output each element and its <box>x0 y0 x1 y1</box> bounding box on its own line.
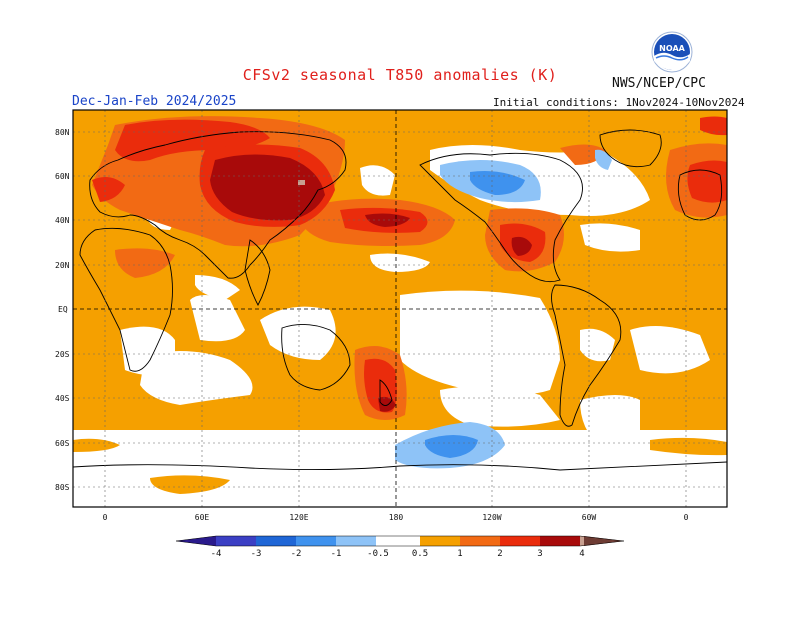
colorbar-label-p3: 3 <box>537 549 542 559</box>
lat-label-40s: 40S <box>55 394 70 403</box>
logo-text: NOAA <box>659 44 685 53</box>
colorbar-label-p4: 4 <box>579 549 584 559</box>
lat-label-80s: 80S <box>55 483 70 492</box>
season-label: Dec-Jan-Feb 2024/2025 <box>72 94 237 109</box>
colorbar-label-minus1: -1 <box>331 549 342 559</box>
cold-anomalies <box>395 149 612 469</box>
lat-label-60n: 60N <box>55 172 70 181</box>
lat-label-20n: 20N <box>55 261 70 270</box>
colorbar-swatch-p2 <box>500 536 540 546</box>
colorbar-swatch-minus3 <box>256 536 296 546</box>
coastlines <box>73 129 727 471</box>
initial-conditions-label: Initial conditions: 1Nov2024-10Nov2024 <box>493 96 745 109</box>
lon-label-0-east: 0 <box>684 513 689 522</box>
lat-label-40n: 40N <box>55 216 70 225</box>
southern-warm-streaks <box>73 437 727 494</box>
colorbar-label-minus3: -3 <box>251 549 262 559</box>
lat-label-20s: 20S <box>55 350 70 359</box>
colorbar-swatch-minus2 <box>296 536 336 546</box>
colorbar-swatch-p1 <box>460 536 500 546</box>
lon-label-60w: 60W <box>582 513 597 522</box>
longitude-labels: 0 60E 120E 180 120W 60W 0 <box>103 513 689 522</box>
latitude-labels: 80N 60N 40N 20N EQ 20S 40S 60S 80S <box>55 128 70 492</box>
lon-label-60e: 60E <box>195 513 210 522</box>
colorbar-label-p2: 2 <box>497 549 502 559</box>
colorbar-swatch-p05 <box>420 536 460 546</box>
colorbar-swatch-minus1 <box>336 536 376 546</box>
colorbar-label-minus4: -4 <box>211 549 222 559</box>
noaa-logo: NOAA <box>651 31 693 73</box>
colorbar-label-minus2: -2 <box>291 549 302 559</box>
reference-lines <box>73 110 727 507</box>
colorbar-swatch-p3 <box>540 536 580 546</box>
map-title: CFSv2 seasonal T850 anomalies (K) <box>242 66 558 84</box>
agency-label: NWS/NCEP/CPC <box>612 76 706 91</box>
colorbar-label-minus05: -0.5 <box>367 549 389 559</box>
lat-label-80n: 80N <box>55 128 70 137</box>
lon-label-120e: 120E <box>289 513 308 522</box>
lon-label-120w: 120W <box>482 513 501 522</box>
anomaly-field <box>73 110 727 507</box>
colorbar-swatch-p4 <box>580 536 584 546</box>
neutral-regions <box>73 145 727 507</box>
colorbar-label-p05: 0.5 <box>412 549 428 559</box>
colorbar-arrow-high <box>584 536 624 546</box>
anomaly-3-4K <box>210 154 532 412</box>
lat-label-eq: EQ <box>58 305 68 314</box>
lat-label-60s: 60S <box>55 439 70 448</box>
grid-lines <box>73 110 727 507</box>
colorbar-label-p1: 1 <box>457 549 462 559</box>
colorbar: -4 -3 -2 -1 -0.5 0.5 1 2 3 4 <box>175 535 625 559</box>
anomaly-4-5K <box>298 180 305 185</box>
map-frame <box>72 109 728 508</box>
colorbar-swatch-minus4 <box>216 536 256 546</box>
lon-label-0: 0 <box>103 513 108 522</box>
lon-label-180: 180 <box>389 513 404 522</box>
colorbar-swatch-neutral <box>376 536 420 546</box>
colorbar-arrow-low <box>176 536 216 546</box>
